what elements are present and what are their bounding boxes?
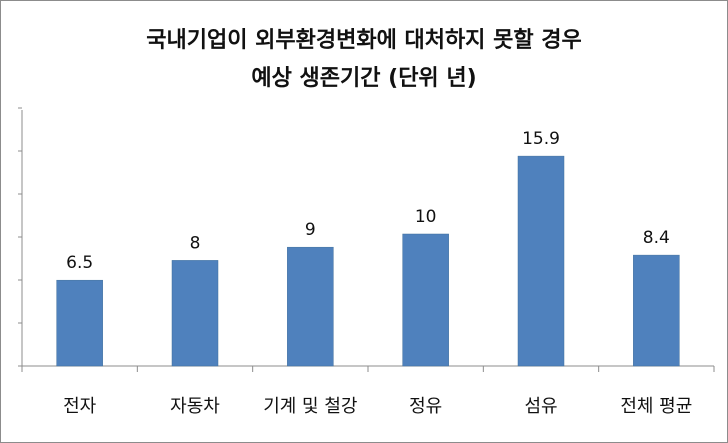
data-label-1: 6.5 [66,253,93,273]
data-label-3: 9 [305,220,316,240]
bar-4 [402,233,449,367]
bar-3 [287,246,334,367]
data-label-2: 8 [190,233,201,253]
chart-title: 국내기업이 외부환경변화에 대처하지 못할 경우 예상 생존기간 (단위 년) [0,22,728,98]
data-label-4: 10 [415,207,437,227]
data-label-6: 8.4 [643,228,670,248]
bar-5 [517,155,565,367]
data-label-5: 15.9 [522,129,560,149]
bar-1 [56,279,103,367]
category-label-4: 정유 [409,396,442,417]
category-label-2: 자동차 [170,396,220,417]
bar-2 [171,260,219,367]
category-label-5: 섬유 [524,396,557,417]
category-label-6: 전체 평균 [620,396,692,417]
bar-6 [633,254,680,367]
chart-title-line-2: 예상 생존기간 (단위 년) [251,66,477,91]
chart-title-line-1: 국내기업이 외부환경변화에 대처하지 못할 경우 [146,28,582,53]
category-label-1: 전자 [63,396,97,417]
category-label-3: 기계 및 철강 [263,396,357,417]
